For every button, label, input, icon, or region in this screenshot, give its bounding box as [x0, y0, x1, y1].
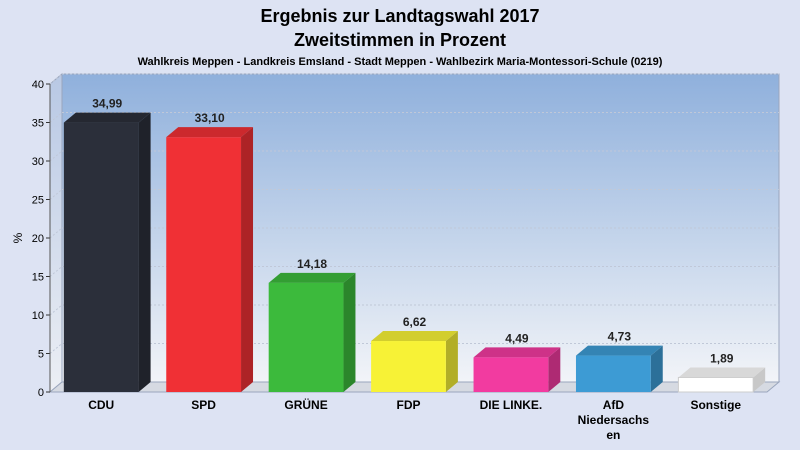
gridline-side: [49, 343, 63, 354]
bar-front: [677, 376, 754, 393]
x-tick-label: CDU: [88, 398, 114, 412]
y-tick-label: 0: [38, 387, 44, 399]
x-tick-label: AfD Niedersachs en: [578, 398, 650, 442]
data-label: 33,10: [195, 111, 225, 125]
x-axis: CDU SPD GRÜNE FDP DIE LINKE. AfD Niedersachs en…: [88, 397, 741, 442]
x-tick-label-line: Niedersachs: [578, 413, 650, 427]
gridline-side: [49, 227, 63, 239]
y-tick-label: 35: [32, 118, 44, 130]
chart-title-line2: Zweitstimmen in Prozent: [294, 30, 506, 50]
bar-front: [166, 137, 242, 392]
bar-side: [138, 112, 151, 393]
gridline-side: [49, 266, 63, 277]
bar-2: 14,18: [268, 257, 356, 392]
data-label: 4,73: [608, 330, 632, 344]
bar-1: 33,10: [166, 111, 254, 392]
y-tick-label: 20: [32, 233, 44, 245]
bar-front: [473, 357, 549, 392]
x-tick-label-line: en: [606, 428, 620, 442]
bar-side: [753, 367, 766, 392]
bar-front: [63, 122, 139, 393]
bar-side: [445, 331, 458, 392]
bar-top: [678, 367, 766, 378]
x-tick-label: FDP: [397, 398, 421, 412]
bar-side: [343, 272, 356, 392]
bar-front: [268, 282, 344, 392]
bar-top: [575, 345, 663, 356]
y-axis: 0 5 10 15 20 25 30 35 40: [32, 79, 51, 399]
x-tick-label-line: DIE LINKE.: [480, 398, 543, 412]
x-tick-label-line: FDP: [397, 398, 421, 412]
bar-side: [650, 345, 663, 392]
y-tick-label: 5: [38, 349, 44, 361]
x-tick-label: DIE LINKE.: [480, 398, 543, 412]
bar-side: [548, 347, 561, 392]
bar-3: 6,62: [371, 315, 458, 392]
data-label: 6,62: [403, 315, 427, 329]
chart-title: Ergebnis zur Landtagswahl 2017: [260, 6, 539, 26]
x-tick-label: Sonstige: [690, 398, 741, 412]
bar-4: 4,49: [473, 331, 561, 392]
y-axis-label: %: [11, 232, 25, 243]
x-tick-label-line: Sonstige: [690, 398, 741, 412]
plot-side-wall: [49, 72, 63, 394]
gridline-side: [49, 304, 63, 316]
bar-5: 4,73: [575, 330, 663, 392]
y-tick-label: 10: [32, 310, 44, 322]
bar-side: [241, 127, 254, 392]
x-tick-label-line: AfD: [603, 398, 625, 412]
x-tick-label-line: CDU: [88, 398, 114, 412]
y-tick-label: 30: [32, 156, 44, 168]
bar-6: 1,89: [677, 351, 766, 393]
data-label: 34,99: [92, 97, 122, 111]
bar-top: [473, 347, 561, 358]
bar-0: 34,99: [63, 97, 151, 393]
bars: 34,99 33,10 14,18 6,62 4,49 4,73 1,89: [63, 97, 766, 393]
gridline-side: [49, 150, 63, 162]
x-tick-label: GRÜNE: [284, 397, 327, 412]
x-tick-label: SPD: [191, 398, 216, 412]
x-tick-label-line: SPD: [191, 398, 216, 412]
chart-subtitle: Wahlkreis Meppen - Landkreis Emsland - S…: [138, 56, 663, 68]
bar-front: [575, 355, 651, 392]
gridline-side: [49, 189, 63, 200]
bar-top: [166, 127, 254, 138]
x-tick-label-line: GRÜNE: [284, 397, 327, 412]
data-label: 1,89: [710, 351, 734, 365]
bar-top: [63, 112, 151, 123]
bar-front: [371, 341, 446, 392]
data-label: 4,49: [505, 331, 529, 345]
bar-top: [268, 272, 356, 283]
gridline-side: [49, 112, 63, 123]
bar-top: [371, 331, 458, 342]
y-tick-label: 40: [32, 79, 44, 91]
data-label: 14,18: [297, 257, 327, 271]
y-tick-label: 15: [32, 272, 44, 284]
gridline-side: [49, 73, 63, 85]
y-tick-label: 25: [32, 195, 44, 207]
